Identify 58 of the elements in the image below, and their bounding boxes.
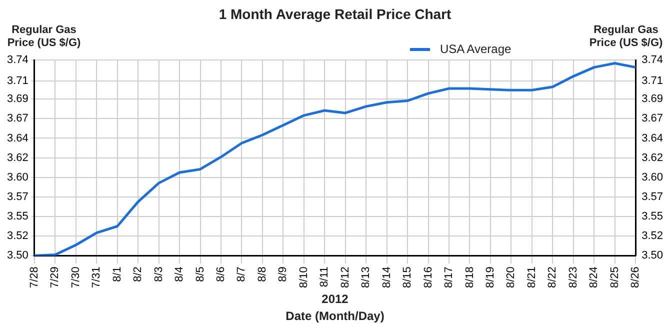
x-tick-label: 8/9	[277, 266, 290, 282]
y2-tick-label: 3.62	[642, 152, 664, 164]
x-tick-label: 8/17	[443, 266, 456, 288]
y2-tick-label: 3.71	[642, 75, 664, 88]
x-tick-label: 8/10	[298, 266, 310, 288]
x-tick-label: 8/16	[422, 266, 434, 288]
y-tick-label: 3.52	[6, 230, 28, 242]
y-tick-label: 3.71	[6, 75, 28, 88]
x-tick-label: 8/14	[380, 266, 393, 288]
text: 2012	[320, 292, 350, 306]
x-tick-label: 8/22	[546, 266, 559, 288]
y-tick-label: 3.60	[6, 171, 28, 184]
x-tick-label: 8/7	[236, 266, 248, 282]
x-axis-title: Date (Month/Day)	[284, 309, 386, 323]
y2-tick-label: 3.55	[642, 210, 664, 223]
x-tick-label: 8/24	[588, 266, 600, 288]
x-tick-label: 7/29	[49, 266, 62, 288]
y2-tick-label: 3.50	[642, 250, 664, 262]
x-tick-label: 8/20	[505, 266, 518, 288]
y-tick-label: 3.69	[6, 93, 28, 106]
y-tick-label: 3.57	[6, 190, 28, 203]
x-tick-label: 8/1	[111, 266, 124, 282]
x-tick-label: 8/3	[152, 266, 165, 282]
y2-tick-label: 3.57	[642, 190, 664, 203]
x-tick-label: 7/31	[90, 266, 103, 288]
y2-tick-label: 3.74	[642, 54, 664, 66]
x-tick-label: 8/12	[339, 266, 352, 288]
y2-tick-label: 3.67	[642, 112, 664, 125]
x-tick-label: 8/19	[484, 266, 497, 288]
chart-title: 1 Month Average Retail Price Chart	[218, 6, 452, 22]
y-tick-label: 3.55	[6, 210, 28, 223]
x-tick-label: 8/18	[464, 266, 476, 288]
y2-tick-label: 3.52	[642, 230, 664, 242]
x-tick-label: 7/28	[28, 266, 40, 288]
y-tick-label: 3.67	[6, 112, 28, 125]
x-tick-label: 8/15	[402, 266, 414, 288]
x-tick-label: 8/6	[215, 266, 228, 282]
y2-tick-label: 3.69	[642, 93, 664, 106]
legend-label: USA Average	[440, 42, 512, 56]
y-tick-label: 3.62	[6, 152, 28, 164]
y-axis-title: Regular Gas Price (US $/G)	[6, 24, 82, 50]
y2-axis-title: Regular Gas Price (US $/G)	[588, 24, 664, 50]
y-tick-label: 3.50	[6, 250, 28, 262]
x-tick-label: 8/13	[360, 266, 372, 288]
x-tick-label: 7/30	[70, 266, 82, 288]
x-tick-label: 8/26	[630, 266, 642, 288]
x-tick-label: 8/8	[256, 266, 268, 282]
y-tick-label: 3.74	[6, 54, 28, 66]
y-tick-label: 3.64	[6, 132, 28, 144]
x-tick-label: 8/4	[174, 266, 186, 282]
y2-tick-label: 3.60	[642, 171, 664, 184]
x-tick-label: 8/23	[567, 266, 580, 288]
x-tick-label: 8/25	[608, 266, 621, 288]
x-tick-label: 8/2	[132, 266, 144, 282]
x-tick-label: 8/21	[526, 266, 538, 288]
x-tick-label: 8/5	[194, 266, 206, 282]
x-tick-label: 8/11	[318, 266, 331, 288]
y2-tick-label: 3.64	[642, 132, 664, 144]
